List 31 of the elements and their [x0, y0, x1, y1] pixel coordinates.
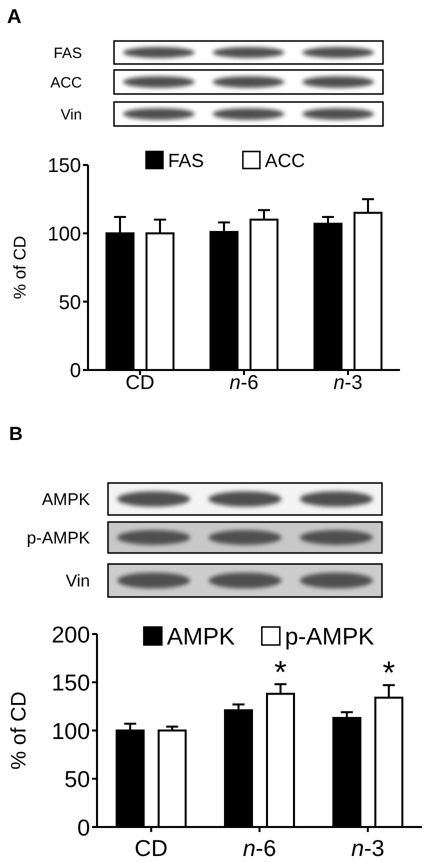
y-tick-label: 0 — [70, 360, 81, 382]
x-tick-label: n-6 — [230, 372, 258, 394]
chart-title: B — [9, 424, 23, 445]
x-tick-label: n-3 — [334, 372, 362, 394]
y-tick-label: 150 — [52, 670, 90, 696]
text: ACC — [50, 74, 82, 92]
chart-title: A — [7, 6, 22, 28]
annotation: * — [274, 654, 287, 690]
legend-label: ACC — [264, 150, 306, 172]
text: Vin — [66, 571, 90, 590]
legend-label: AMPK — [166, 624, 235, 651]
x-tick-label: n-3 — [351, 835, 384, 861]
y-axis-title: % of CD — [8, 691, 30, 770]
y-tick-label: 0 — [77, 814, 90, 840]
annotation: * — [382, 654, 396, 691]
y-tick-label: 50 — [58, 292, 81, 314]
x-tick-label: n-6 — [242, 835, 276, 861]
x-tick-label: CD — [134, 835, 168, 861]
text: AMPK — [42, 490, 91, 509]
y-tick-label: 100 — [52, 718, 90, 744]
legend-label: FAS — [168, 150, 204, 172]
text: p-AMPK — [26, 528, 91, 548]
y-tick-label: 150 — [48, 155, 81, 178]
y-tick-label: 100 — [48, 224, 81, 246]
x-tick-label: CD — [126, 372, 154, 394]
y-tick-label: 200 — [52, 621, 90, 648]
y-axis-title: % of CD — [10, 236, 30, 300]
text: FAS — [54, 44, 82, 62]
legend-label: p-AMPK — [284, 624, 374, 651]
text: Vin — [60, 106, 82, 124]
y-tick-label: 50 — [64, 766, 90, 792]
